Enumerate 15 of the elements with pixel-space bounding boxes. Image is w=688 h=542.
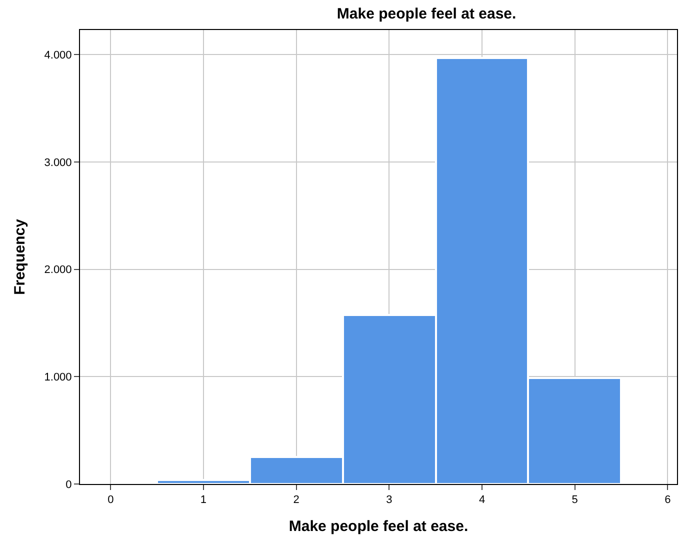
y-tick-label: 0	[66, 478, 72, 491]
x-tick-label: 1	[200, 494, 207, 506]
x-axis-title: Make people feel at ease.	[288, 518, 468, 536]
x-tick-label: 0	[108, 494, 114, 506]
x-tick-label: 4	[478, 494, 486, 506]
y-tick-label: 2.000	[44, 264, 72, 276]
x-tick-label: 3	[386, 494, 392, 506]
chart-title: Make people feel at ease.	[336, 6, 516, 23]
y-axis-title: Frequency	[12, 218, 29, 295]
y-tick-label: 3.000	[44, 156, 72, 169]
y-tick-label: 4.000	[44, 50, 72, 62]
y-tick-label: 1.000	[44, 372, 72, 384]
x-tick-label: 6	[664, 494, 671, 506]
x-tick-label: 2	[293, 494, 300, 506]
x-tick-label: 5	[572, 494, 578, 506]
